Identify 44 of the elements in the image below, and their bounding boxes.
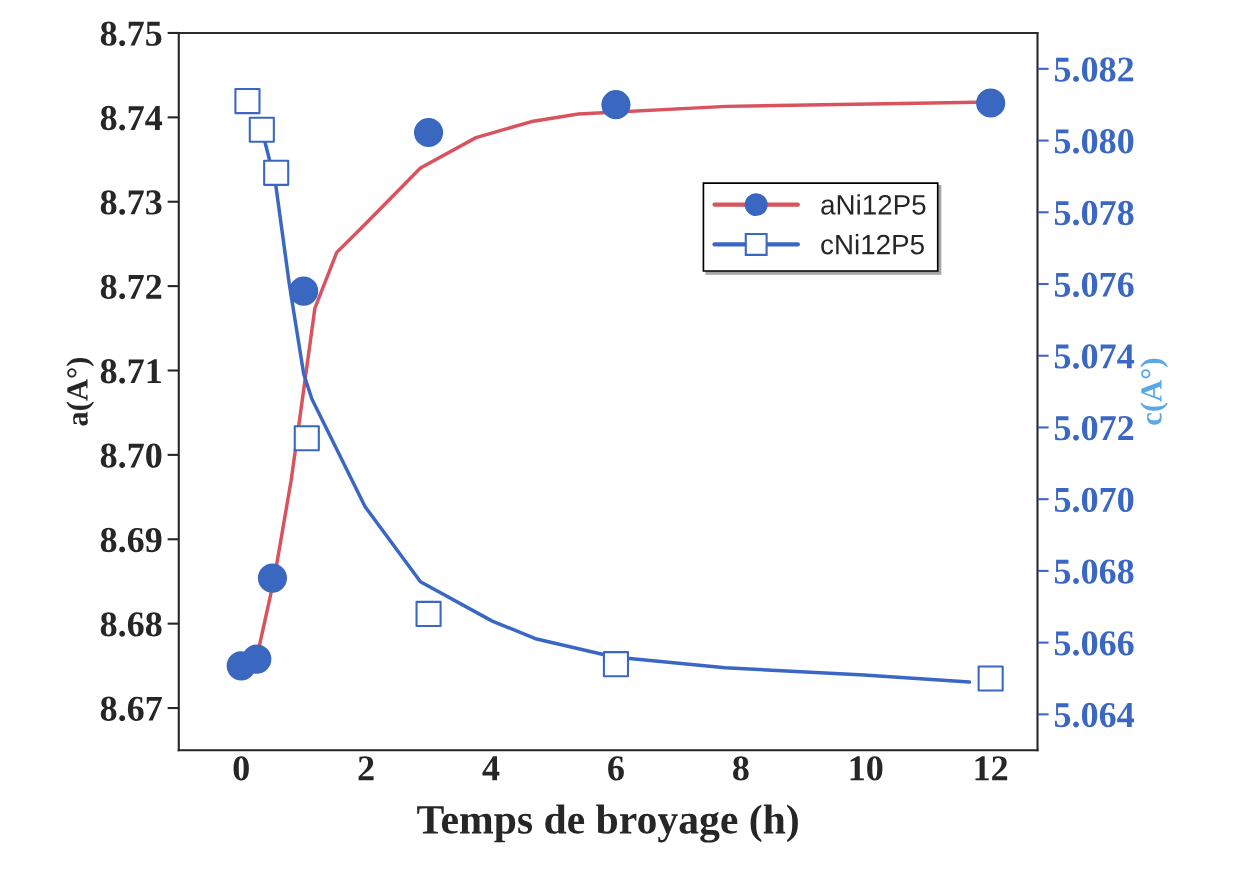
y-tick-label: 8.69	[100, 527, 162, 553]
point	[234, 88, 261, 115]
y-axis-title: a(A°)	[66, 357, 95, 426]
point	[976, 88, 1006, 118]
point	[415, 600, 442, 628]
point	[242, 644, 272, 674]
x-tick-label: 8	[733, 756, 749, 781]
x-tick-label: 4	[482, 756, 500, 781]
y2-tick-label: 5.076	[1054, 272, 1134, 298]
y-tick-label: 8.75	[100, 21, 162, 47]
x-axis-title: Temps de broyage (h)	[417, 804, 798, 843]
point	[248, 116, 275, 143]
y-tick-label: 8.68	[100, 612, 162, 637]
point	[977, 665, 1004, 692]
x-tick-label: 2	[358, 756, 374, 781]
y-tick-label: 8.73	[100, 190, 162, 215]
point	[293, 425, 320, 452]
y-tick-label: 8.71	[100, 359, 161, 384]
legend-label: cNi12P5	[821, 234, 924, 255]
y2-axis-title: c(A°)	[1140, 358, 1168, 425]
point	[257, 563, 288, 593]
x-tick-label: 12	[975, 756, 1008, 781]
point	[601, 90, 631, 120]
point	[263, 159, 290, 186]
y2-tick-label: 5.082	[1054, 57, 1134, 82]
y2-tick-label: 5.070	[1054, 487, 1134, 513]
y2-tick-label: 5.078	[1054, 200, 1134, 226]
y-tick-label: 8.72	[100, 274, 162, 300]
y2-tick-label: 5.066	[1054, 631, 1134, 656]
y2-tick-label: 5.080	[1054, 129, 1134, 154]
y2-tick-label: 5.068	[1054, 559, 1134, 584]
y2-tick-label: 5.064	[1054, 702, 1135, 728]
y2-tick-label: 5.072	[1054, 415, 1134, 441]
y-tick-label: 8.70	[100, 443, 162, 468]
point	[602, 651, 629, 678]
point	[413, 117, 444, 148]
x-tick-label: 6	[608, 756, 624, 781]
y2-tick-label: 5.074	[1054, 344, 1135, 369]
legend-label: aNi12P5	[821, 194, 926, 215]
point	[289, 276, 319, 306]
x-tick-label: 10	[850, 756, 883, 781]
y-tick-label: 8.74	[100, 105, 163, 131]
y-tick-label: 8.67	[100, 696, 162, 722]
x-tick-label: 0	[233, 756, 249, 781]
